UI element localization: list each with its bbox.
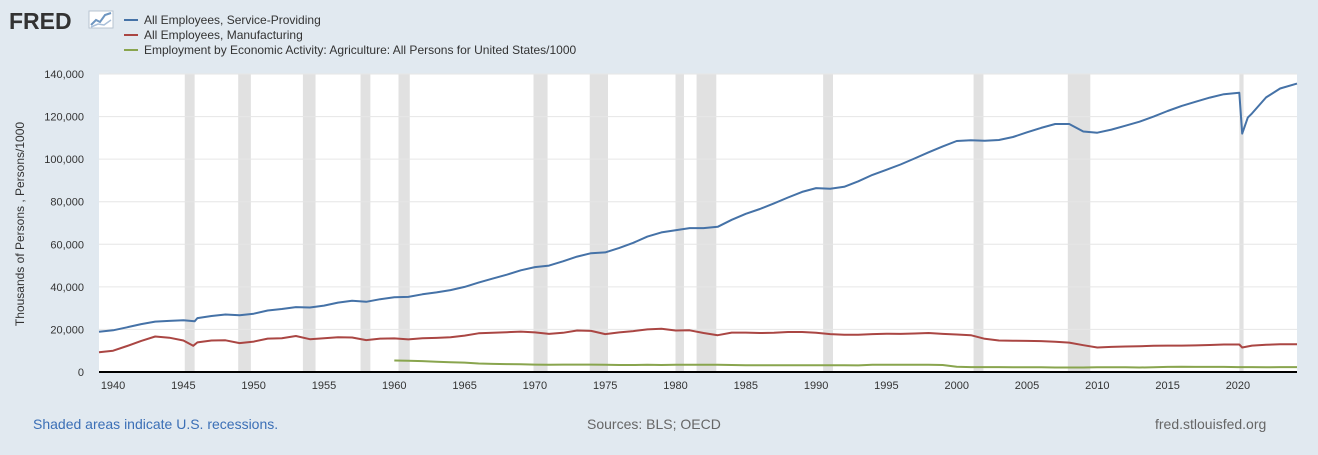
legend: All Employees, Service-Providing All Emp…	[124, 13, 577, 57]
fred-logo-chart-icon	[88, 10, 114, 29]
legend-label-manufacturing: All Employees, Manufacturing	[144, 28, 303, 42]
x-tick-label: 2005	[1015, 380, 1039, 392]
y-tick-label: 100,000	[44, 154, 84, 166]
y-tick-label: 0	[78, 367, 84, 379]
legend-label-service: All Employees, Service-Providing	[144, 13, 321, 27]
recession-band-12	[1239, 74, 1244, 372]
recession-band-7	[675, 74, 684, 372]
recession-band-0	[184, 74, 195, 372]
series-line-agriculture[interactable]	[394, 359, 1297, 369]
recession-band-2	[302, 74, 316, 372]
y-tick-label: 20,000	[50, 324, 84, 336]
x-tick-label: 1945	[171, 380, 195, 392]
legend-label-agriculture: Employment by Economic Activity: Agricul…	[144, 43, 577, 57]
fred-logo[interactable]: FRED	[9, 8, 114, 34]
recession-band-8	[696, 74, 717, 372]
y-tick-label: 40,000	[50, 282, 84, 294]
y-axis-label: Thousands of Persons , Persons/1000	[13, 122, 27, 326]
series-lines	[98, 82, 1298, 369]
x-tick-label: 1980	[663, 380, 687, 392]
recession-band-11	[1067, 74, 1091, 372]
x-tick-label: 1985	[734, 380, 758, 392]
x-tick-label: 1995	[874, 380, 898, 392]
x-tick-label: 2020	[1226, 380, 1250, 392]
x-tick-label: 1955	[312, 380, 336, 392]
y-tick-label: 60,000	[50, 239, 84, 251]
fred-url[interactable]: fred.stlouisfed.org	[1155, 416, 1267, 432]
recession-band-9	[823, 74, 833, 372]
recession-band-1	[238, 74, 251, 372]
fred-logo-text: FRED	[9, 8, 72, 34]
recession-band-4	[398, 74, 410, 372]
y-tick-label: 120,000	[44, 112, 84, 124]
x-tick-label: 1960	[382, 380, 406, 392]
x-tick-label: 1950	[241, 380, 265, 392]
recession-band-10	[973, 74, 984, 372]
x-tick-label: 2010	[1085, 380, 1109, 392]
y-tick-label: 80,000	[50, 197, 84, 209]
x-tick-label: 1990	[804, 380, 828, 392]
legend-item-manufacturing[interactable]: All Employees, Manufacturing	[124, 28, 303, 42]
recession-band-6	[589, 74, 609, 372]
x-tick-label: 1975	[593, 380, 617, 392]
x-tick-label: 1970	[523, 380, 547, 392]
recession-shading	[184, 74, 1244, 372]
legend-item-service-providing[interactable]: All Employees, Service-Providing	[124, 13, 321, 27]
y-tick-label: 140,000	[44, 69, 84, 81]
x-tick-label: 1965	[452, 380, 476, 392]
y-axis-ticks: 0 20,000 40,000 60,000 80,000 100,000 120,000 1…	[44, 69, 84, 379]
series-line-service-providing[interactable]	[98, 82, 1298, 333]
gridlines	[99, 73, 1297, 330]
series-line-manufacturing[interactable]	[98, 327, 1297, 354]
x-tick-label: 1940	[101, 380, 125, 392]
x-tick-label: 2015	[1155, 380, 1179, 392]
sources-text: Sources: BLS; OECD	[587, 416, 721, 432]
recession-band-3	[360, 74, 371, 372]
recession-band-5	[533, 74, 548, 372]
recession-note: Shaded areas indicate U.S. recessions.	[33, 416, 279, 432]
legend-item-agriculture[interactable]: Employment by Economic Activity: Agricul…	[124, 43, 577, 57]
x-axis-ticks: 1940 1945 1950 1955 1960 1965 1970 1975 1980 1985…	[101, 380, 1250, 392]
x-tick-label: 2000	[944, 380, 968, 392]
